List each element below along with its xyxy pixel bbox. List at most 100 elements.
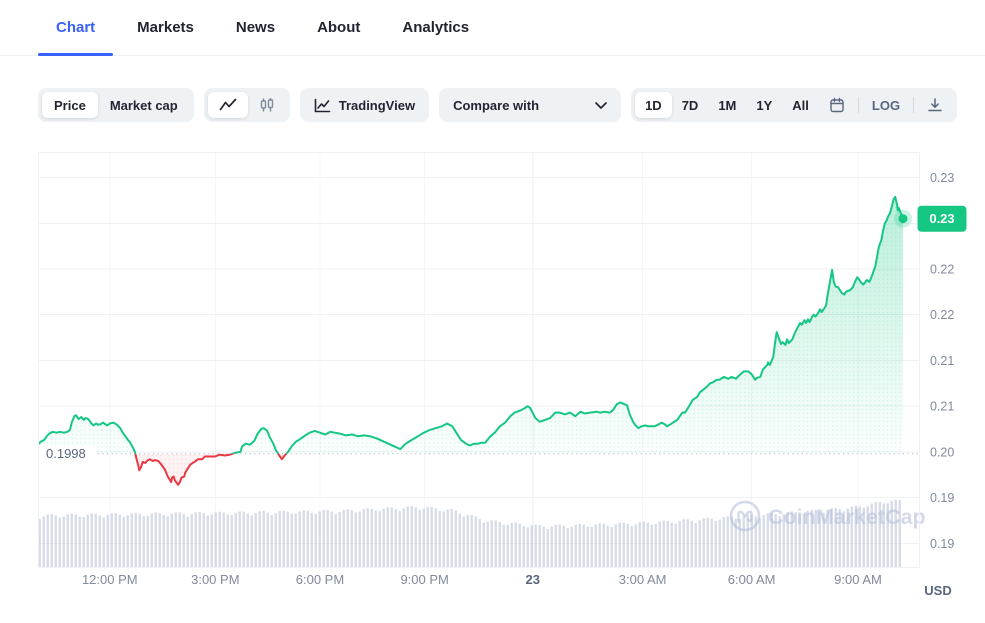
current-price-badge-label: 0.23	[929, 211, 954, 226]
volume-bar	[734, 518, 737, 568]
volume-bar	[462, 516, 465, 568]
volume-bar	[498, 522, 501, 568]
volume-bar	[338, 511, 341, 568]
range-all-button[interactable]: All	[792, 97, 809, 113]
volume-bar	[586, 526, 589, 568]
date-range-button[interactable]	[819, 92, 855, 118]
volume-bar	[530, 525, 533, 568]
volume-bar	[182, 514, 185, 568]
volume-bar	[438, 510, 441, 568]
chevron-down-icon	[595, 101, 607, 109]
volume-bar	[298, 511, 301, 568]
volume-bar	[234, 512, 237, 568]
volume-bar	[574, 524, 577, 568]
tab-about[interactable]: About	[317, 19, 361, 36]
volume-bar	[778, 516, 781, 568]
tab-markets[interactable]: Markets	[137, 19, 194, 36]
volume-bar	[638, 522, 641, 568]
volume-bar	[758, 518, 761, 568]
price-chart[interactable]: CoinMarketCap0.19980.230.230.220.220.210…	[38, 152, 967, 600]
volume-bar	[670, 522, 673, 568]
volume-bar	[246, 513, 249, 568]
volume-bar	[698, 520, 701, 568]
volume-bar	[826, 509, 829, 568]
coinmarketcap-logo-icon	[729, 500, 761, 532]
volume-bar	[218, 511, 221, 568]
line-chart-type-button[interactable]	[207, 92, 248, 118]
log-scale-button[interactable]: LOG	[871, 97, 901, 113]
volume-bar	[510, 522, 513, 568]
volume-bar	[494, 520, 497, 568]
volume-bar	[790, 511, 793, 568]
volume-bar	[202, 513, 205, 568]
volume-bar	[458, 513, 461, 568]
volume-bar	[394, 509, 397, 568]
volume-bar	[38, 518, 41, 568]
volume-bar	[798, 514, 801, 568]
metric-price-button[interactable]: Price	[42, 92, 98, 118]
tab-chart[interactable]: Chart	[38, 0, 114, 56]
volume-bar	[850, 506, 853, 568]
current-price-badge	[917, 205, 967, 232]
tab-news[interactable]: News	[235, 19, 276, 36]
range-7d-button[interactable]: 7D	[681, 97, 699, 113]
area-fill-up-texture	[38, 196, 903, 454]
y-axis-label: 0.21	[930, 354, 954, 368]
volume-bar	[270, 514, 273, 568]
volume-bar	[662, 520, 665, 568]
volume-bar	[470, 515, 473, 568]
x-axis-label: 23	[526, 572, 540, 587]
current-price-dot	[898, 214, 908, 224]
volume-bar	[426, 507, 429, 568]
volume-bar	[414, 507, 417, 568]
volume-bar	[542, 526, 545, 568]
tradingview-button[interactable]: TradingView	[299, 88, 430, 122]
volume-bar	[538, 525, 541, 568]
volume-bar	[374, 510, 377, 568]
volume-bar	[166, 516, 169, 568]
volume-bar	[406, 506, 409, 568]
range-1m-button[interactable]: 1M	[718, 97, 737, 113]
volume-bar	[370, 508, 373, 568]
volume-bar	[82, 517, 85, 568]
volume-bar	[170, 513, 173, 568]
volume-bar	[46, 514, 49, 568]
volume-bar	[378, 511, 381, 568]
y-axis-label: 0.22	[930, 308, 954, 322]
volume-bar	[274, 513, 277, 568]
volume-bar	[314, 514, 317, 568]
volume-bar	[430, 506, 433, 568]
volume-bar	[318, 511, 321, 568]
volume-bar	[642, 521, 645, 568]
volume-bar	[102, 517, 105, 568]
volume-bar	[330, 511, 333, 568]
volume-bar	[54, 515, 57, 568]
volume-bar	[410, 506, 413, 568]
volume-bar	[562, 525, 565, 568]
volume-bar	[106, 514, 109, 568]
volume-bar	[514, 522, 517, 568]
volume-bar	[742, 516, 745, 568]
candlestick-chart-type-button[interactable]	[248, 92, 286, 118]
volume-bar	[238, 511, 241, 568]
volume-bar	[802, 513, 805, 568]
volume-bar	[754, 516, 757, 568]
range-1y-button[interactable]: 1Y	[756, 97, 773, 113]
volume-bar	[750, 514, 753, 568]
download-chart-button[interactable]	[917, 92, 953, 118]
volume-bar	[50, 514, 53, 568]
volume-bar	[870, 503, 873, 568]
volume-bar	[482, 522, 485, 568]
price-line-down	[134, 453, 288, 486]
volume-bar	[806, 511, 809, 568]
volume-bar	[650, 524, 653, 568]
tab-analytics[interactable]: Analytics	[402, 19, 470, 36]
metric-marketcap-button[interactable]: Market cap	[109, 97, 178, 113]
volume-bar	[554, 524, 557, 568]
volume-bar	[346, 509, 349, 568]
range-1d-button[interactable]: 1D	[635, 92, 672, 118]
toolbar-divider	[913, 97, 915, 113]
compare-with-dropdown[interactable]: Compare with	[439, 88, 622, 122]
volume-bar	[534, 524, 537, 568]
volume-bar	[190, 514, 193, 568]
